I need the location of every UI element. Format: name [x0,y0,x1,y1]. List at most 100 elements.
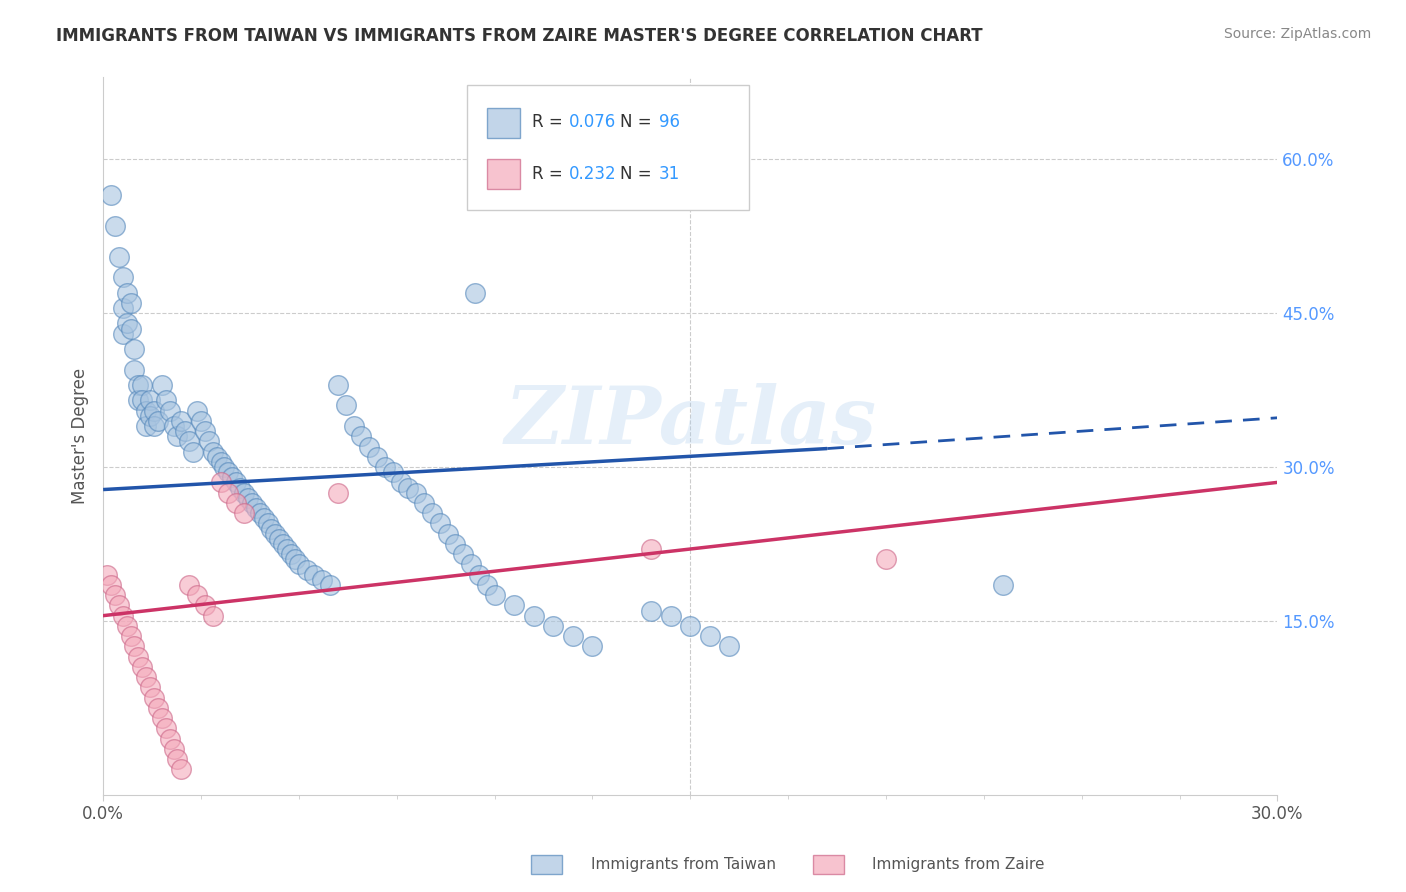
Point [135,670,157,684]
Point [96,567,118,582]
Point [245,501,267,516]
Point [225,475,247,490]
Point [679,619,702,633]
Y-axis label: Master's Degree: Master's Degree [72,368,89,504]
Point [174,424,197,438]
Point [170,763,193,777]
Point [405,485,427,500]
Point [135,403,157,417]
Point [475,578,498,592]
Text: R =: R = [531,165,568,184]
Point [120,321,142,335]
Point [225,496,247,510]
Point [468,567,491,582]
Point [115,317,138,331]
Point [150,711,173,725]
FancyBboxPatch shape [467,85,749,211]
Point [120,629,142,643]
Point [396,481,419,495]
Point [214,460,236,475]
Point [659,608,682,623]
Point [699,629,721,643]
Point [374,460,396,475]
Point [420,506,443,520]
Point [139,409,162,423]
Point [186,403,208,417]
Point [359,440,381,454]
Text: Source: ZipAtlas.com: Source: ZipAtlas.com [1223,27,1371,41]
Text: Immigrants from Zaire: Immigrants from Zaire [872,857,1045,872]
Point [146,414,169,428]
Point [381,465,404,479]
Point [111,301,134,315]
Point [464,285,486,300]
Bar [486,159,520,189]
Point [561,629,583,643]
Point [111,270,134,285]
Point [249,506,271,520]
Point [319,578,342,592]
Point [640,541,662,556]
Point [190,414,212,428]
Point [104,219,127,233]
Point [131,393,153,408]
Point [166,429,188,443]
Point [155,722,177,736]
Point [326,485,349,500]
Point [143,403,166,417]
Point [107,250,129,264]
Point [155,393,177,408]
Point [124,640,146,654]
Point [217,465,239,479]
Point [252,511,274,525]
Point [229,481,252,495]
Point [179,434,201,449]
Point [179,578,201,592]
Point [100,188,122,202]
Point [166,752,188,766]
Point [217,485,239,500]
Point [120,296,142,310]
Point [201,608,224,623]
Text: 0.076: 0.076 [569,113,617,131]
Text: N =: N = [620,165,657,184]
Point [389,475,412,490]
Point [271,537,294,551]
Point [127,393,149,408]
Point [194,599,217,613]
Point [304,567,326,582]
Point [280,547,302,561]
Point [718,640,741,654]
Point [269,532,291,546]
Point [194,424,217,438]
Point [581,640,603,654]
Point [143,419,166,434]
Point [343,419,366,434]
Point [413,496,436,510]
Point [460,558,482,572]
Text: 31: 31 [658,165,681,184]
Point [436,526,458,541]
Point [288,558,311,572]
Point [350,429,373,443]
Point [135,419,157,434]
Point [131,378,153,392]
Text: R =: R = [531,113,568,131]
Point [523,608,546,623]
Point [131,660,153,674]
Point [159,403,181,417]
Point [150,378,173,392]
Point [111,326,134,341]
Point [311,573,333,587]
Point [284,552,307,566]
Bar [486,108,520,138]
Point [429,516,451,531]
Point [115,619,138,633]
Point [124,342,146,356]
Text: N =: N = [620,113,657,131]
Point [146,701,169,715]
Point [143,690,166,705]
Point [444,537,467,551]
Point [335,399,357,413]
Point [260,522,283,536]
